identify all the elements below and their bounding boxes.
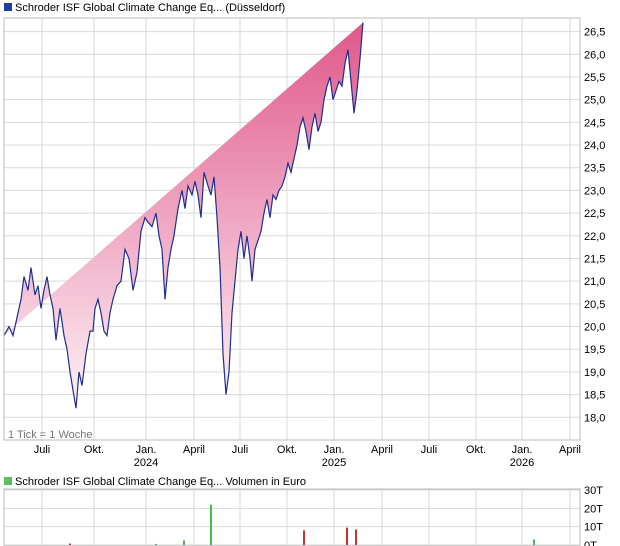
y-tick-label: 26,5 xyxy=(584,27,605,39)
volume-bar xyxy=(210,504,212,545)
x-tick-label: Okt. xyxy=(466,444,486,456)
y-tick-label: 26,0 xyxy=(584,49,605,61)
y-tick-label: 18,5 xyxy=(584,390,605,402)
price-area xyxy=(4,22,363,409)
volume-bars xyxy=(69,504,535,545)
price-plot-frame xyxy=(3,17,581,441)
x-tick-label: Jan. xyxy=(324,444,345,456)
price-chart-title: Schroder ISF Global Climate Change Eq...… xyxy=(15,2,285,14)
y-tick-label: 22,0 xyxy=(584,231,605,243)
y-tick-label: 24,5 xyxy=(584,117,605,129)
x-year-label: 2026 xyxy=(510,457,534,469)
x-tick-label: April xyxy=(183,444,205,456)
volume-bar xyxy=(69,543,71,545)
price-grid xyxy=(4,18,580,440)
volume-bar xyxy=(355,529,357,545)
volume-bar xyxy=(346,527,348,545)
y-tick-label: 19,5 xyxy=(584,344,605,356)
y-tick-label: 25,5 xyxy=(584,72,605,84)
x-tick-label: Juli xyxy=(232,444,249,456)
x-year-label: 2025 xyxy=(322,457,346,469)
x-tick-label: Juli xyxy=(421,444,438,456)
y-tick-label: 22,5 xyxy=(584,208,605,220)
y-tick-label: 19,0 xyxy=(584,367,605,379)
y-tick-label: 18,0 xyxy=(584,412,605,424)
x-tick-label: Jan. xyxy=(512,444,533,456)
price-line xyxy=(3,22,364,409)
price-x-axis: Juli Okt. Jan. April Juli Okt. Jan. April Juli Ok… xyxy=(34,444,581,469)
vol-tick-label: 30T xyxy=(584,485,603,497)
price-y-axis: 18,0 18,5 19,0 19,5 20,0 20,5 21,0 21,5 22,0 22,5… xyxy=(584,27,605,425)
x-tick-label: Jan. xyxy=(136,444,157,456)
vol-tick-label: 10T xyxy=(584,522,603,534)
vol-tick-label: 0T xyxy=(584,540,597,546)
volume-bar xyxy=(155,543,157,545)
y-tick-label: 21,0 xyxy=(584,276,605,288)
volume-legend-swatch xyxy=(4,477,12,485)
x-tick-label: Okt. xyxy=(277,444,297,456)
y-tick-label: 20,0 xyxy=(584,322,605,334)
x-tick-label: April xyxy=(559,444,581,456)
x-tick-label: Okt. xyxy=(84,444,104,456)
volume-chart-title: Schroder ISF Global Climate Change Eq...… xyxy=(15,476,306,488)
y-tick-label: 23,5 xyxy=(584,163,605,175)
volume-bar xyxy=(183,540,185,545)
price-legend-swatch xyxy=(4,3,12,11)
x-tick-label: April xyxy=(371,444,393,456)
volume-bar xyxy=(303,530,305,545)
x-tick-label: Juli xyxy=(34,444,51,456)
y-tick-label: 21,5 xyxy=(584,253,605,265)
volume-bar xyxy=(533,539,535,545)
tick-note: 1 Tick = 1 Woche xyxy=(8,429,92,441)
vol-tick-label: 20T xyxy=(584,503,603,515)
x-year-label: 2024 xyxy=(134,457,158,469)
y-tick-label: 24,0 xyxy=(584,140,605,152)
volume-y-axis: 30T 20T 10T 0T xyxy=(584,485,603,546)
y-tick-label: 20,5 xyxy=(584,299,605,311)
volume-plot-frame xyxy=(3,488,581,546)
y-tick-label: 25,0 xyxy=(584,95,605,107)
y-tick-label: 23,0 xyxy=(584,185,605,197)
volume-grid xyxy=(4,489,580,546)
